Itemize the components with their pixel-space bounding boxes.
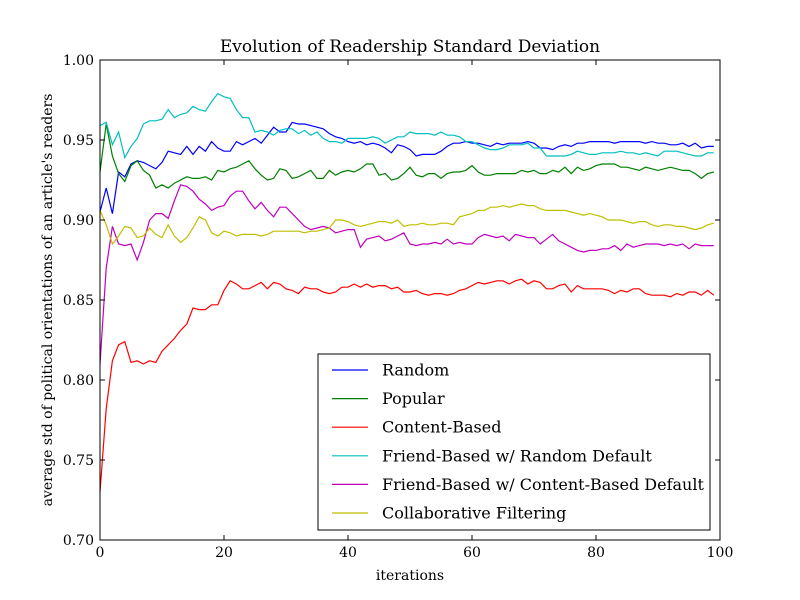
y-tick-label: 0.75	[63, 453, 94, 469]
legend: Random Popular Content-Based Friend-Based w…	[317, 353, 711, 531]
plot-lines	[99, 92, 715, 493]
series-line-4	[99, 184, 714, 365]
x-tick-label: 80	[587, 545, 605, 561]
series-line-2	[99, 278, 715, 493]
legend-label-2: Content-Based	[382, 418, 501, 437]
legend-label-4: Friend-Based w/ Content-Based Default	[382, 475, 704, 494]
series-line-0	[99, 121, 714, 214]
x-tick-label: 60	[463, 545, 481, 561]
x-tick-label: 100	[707, 545, 734, 561]
legend-label-1: Popular	[382, 389, 445, 408]
chart-title: Evolution of Readership Standard Deviati…	[220, 37, 600, 57]
x-axis-ticks: 0 20 40 60 80 100	[96, 60, 734, 561]
series-line-5	[99, 203, 714, 246]
x-tick-label: 40	[339, 545, 357, 561]
y-axis-ticks: 0.70 0.75 0.80 0.85 0.90 0.95 1.00	[63, 53, 720, 549]
x-axis-label: iterations	[376, 568, 444, 584]
y-tick-label: 0.85	[63, 293, 94, 309]
y-axis-label: average std of political orientations of…	[40, 94, 56, 507]
legend-box	[317, 353, 711, 531]
y-tick-label: 0.70	[63, 533, 94, 549]
series-line-3	[99, 92, 714, 160]
y-tick-label: 0.80	[63, 373, 94, 389]
y-tick-label: 1.00	[63, 53, 94, 69]
legend-label-3: Friend-Based w/ Random Default	[382, 446, 652, 465]
y-tick-label: 0.90	[63, 213, 94, 229]
x-tick-label: 20	[215, 545, 233, 561]
legend-label-0: Random	[382, 361, 449, 380]
y-tick-label: 0.95	[63, 133, 94, 149]
series-line-1	[99, 123, 714, 189]
legend-label-5: Collaborative Filtering	[382, 504, 566, 523]
x-tick-label: 0	[96, 545, 105, 561]
